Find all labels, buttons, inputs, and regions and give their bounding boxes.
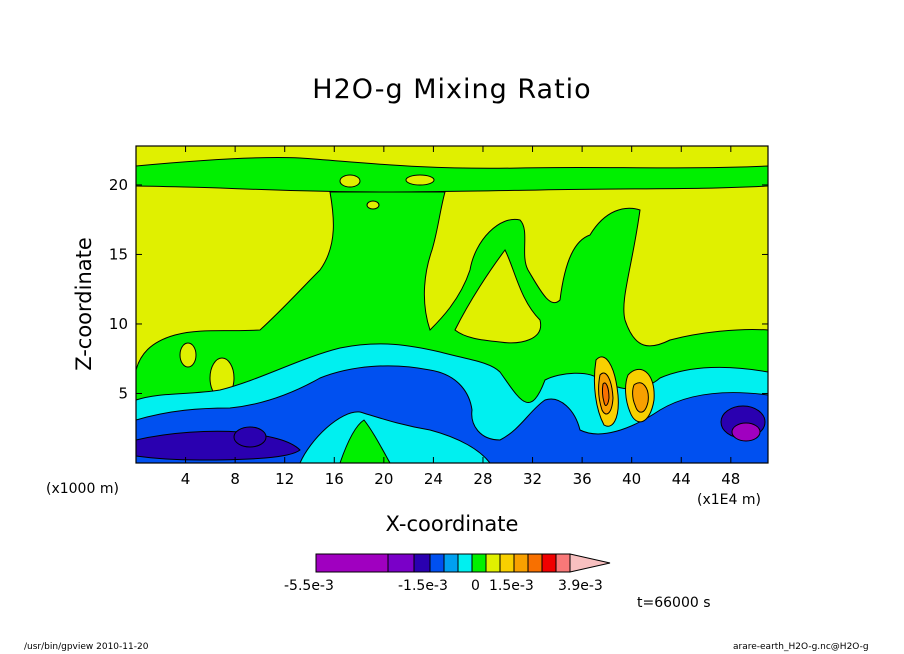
colorbar-bin	[429, 553, 445, 573]
x-tick-label: 16	[325, 470, 344, 488]
colorbar-bin	[513, 553, 529, 573]
colorbar-arrow	[569, 553, 611, 573]
colorbar-tick-label: -5.5e-3	[284, 578, 334, 594]
contour-region-dark-blue	[233, 426, 267, 448]
y-tick-label: 10	[109, 315, 128, 333]
contour-field	[136, 146, 768, 463]
colorbar-bin	[457, 553, 473, 573]
contour-region-blue-layer	[136, 365, 768, 463]
x-tick-label: 12	[275, 470, 294, 488]
contour-region-yellow-blob	[366, 200, 380, 210]
x-tick-label: 20	[374, 470, 393, 488]
footer-source: arare-earth_H2O-g.nc@H2O-g	[733, 642, 869, 652]
colorbar-tick-label: 1.5e-3	[489, 578, 534, 594]
x-axis-label: X-coordinate	[385, 512, 519, 536]
chart-title: H2O-g Mixing Ratio	[312, 74, 592, 105]
plot-frame	[135, 145, 769, 464]
colorbar-bin	[555, 553, 571, 573]
y-axis-label: Z-coordinate	[72, 237, 96, 371]
contour-region-yellow-blob	[405, 174, 435, 186]
colorbar-bin	[387, 553, 415, 573]
x-tick-label: 40	[622, 470, 641, 488]
colorbar-bin	[443, 553, 459, 573]
colorbar-bin	[499, 553, 515, 573]
x-tick-label: 48	[721, 470, 740, 488]
contour-region-violet	[731, 422, 761, 442]
y-tick-label: 5	[118, 384, 128, 402]
contour-region-warm-cell	[601, 382, 610, 406]
colorbar-bin	[315, 553, 389, 573]
x-axis: 4 8 12 16 20 24 28 32 36 40 44 48	[181, 146, 740, 488]
colorbar	[315, 553, 611, 573]
colorbar-tick-label: -1.5e-3	[398, 578, 448, 594]
contour-region-yellow-blob	[339, 174, 361, 188]
x-tick-label: 24	[424, 470, 443, 488]
time-label: t=66000 s	[637, 595, 711, 611]
y-axis: 5 10 15 20	[109, 176, 768, 402]
y-tick-label: 15	[109, 245, 128, 263]
x-tick-label: 32	[523, 470, 542, 488]
contour-region-green-pocket	[339, 419, 391, 463]
x-tick-label: 4	[181, 470, 191, 488]
colorbar-tick-label: 0	[471, 578, 480, 594]
x-scale-label: (x1E4 m)	[697, 492, 761, 508]
footer-program: /usr/bin/gpview 2010-11-20	[24, 642, 149, 652]
colorbar-bin	[527, 553, 543, 573]
y-tick-label: 20	[109, 176, 128, 194]
colorbar-bin	[413, 553, 431, 573]
colorbar-bin	[471, 553, 487, 573]
x-tick-label: 28	[473, 470, 492, 488]
x-tick-label: 36	[573, 470, 592, 488]
x-unit-label: (x1000 m)	[46, 481, 119, 497]
contour-region-yellow-blob	[179, 342, 197, 368]
colorbar-tick-label: 3.9e-3	[558, 578, 603, 594]
colorbar-bin	[541, 553, 557, 573]
contour-region-upper-green-band	[136, 156, 768, 193]
x-tick-label: 8	[230, 470, 240, 488]
contour-region-warm-cell	[632, 382, 649, 413]
contour-region-yellow-pocket	[454, 249, 542, 344]
colorbar-bin	[485, 553, 501, 573]
x-tick-label: 44	[672, 470, 691, 488]
